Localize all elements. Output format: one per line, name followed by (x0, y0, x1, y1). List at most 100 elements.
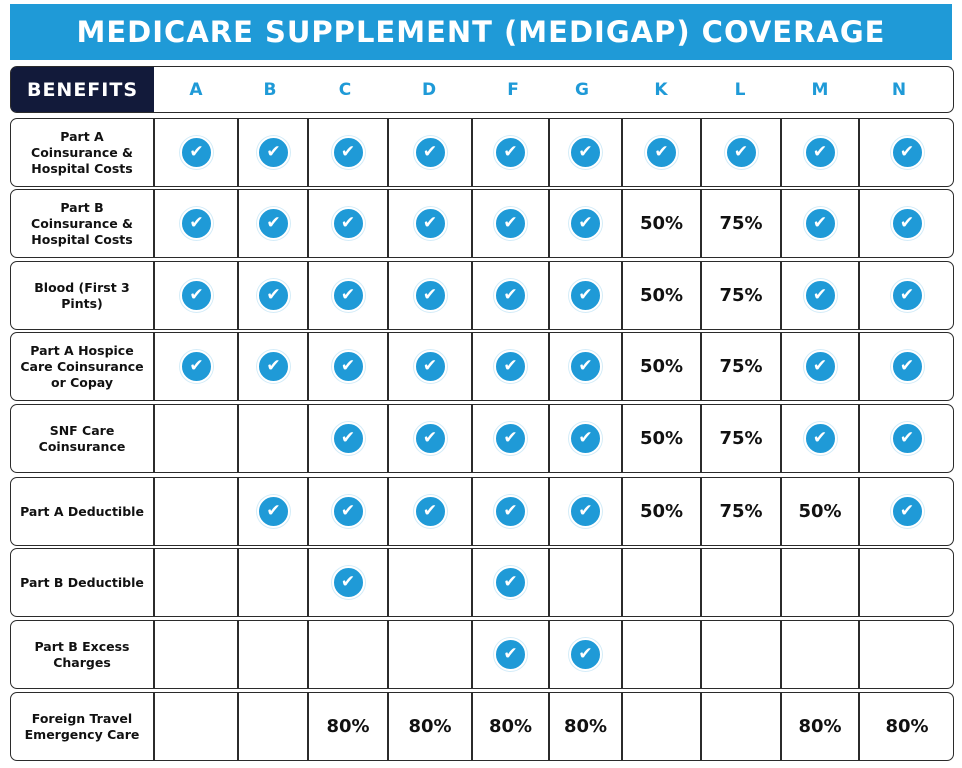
check-circle-icon: ✔ (494, 350, 527, 383)
column-divider (153, 333, 155, 400)
coverage-cell-g: ✔ (549, 119, 622, 186)
plan-header-c: C (338, 79, 352, 100)
check-circle-icon: ✔ (890, 279, 924, 312)
check-circle-icon: ✔ (890, 207, 924, 240)
plan-header-a: A (189, 79, 203, 100)
coverage-cell-c (308, 621, 388, 688)
column-divider (237, 621, 239, 688)
coverage-cell-m (781, 621, 859, 688)
column-divider (548, 190, 550, 257)
coverage-cell-c: ✔ (308, 549, 388, 616)
check-circle-icon: ✔ (569, 207, 602, 240)
column-divider (700, 549, 702, 616)
coverage-cell-l: 75% (701, 262, 781, 329)
column-divider (700, 262, 702, 329)
plan-header-l: L (734, 79, 746, 100)
check-circle-icon: ✔ (803, 350, 837, 383)
column-divider (700, 621, 702, 688)
coverage-cell-k (622, 693, 701, 760)
coverage-cell-n: 80% (859, 693, 955, 760)
coverage-cell-d (388, 549, 472, 616)
coverage-cell-c: ✔ (308, 262, 388, 329)
column-divider (780, 405, 782, 472)
column-divider (700, 119, 702, 186)
column-divider (621, 478, 623, 545)
check-circle-icon: ✔ (890, 136, 924, 169)
check-circle-icon: ✔ (494, 136, 527, 169)
column-divider (387, 549, 389, 616)
check-circle-icon: ✔ (180, 279, 213, 312)
check-circle-icon: ✔ (413, 279, 447, 312)
column-divider (780, 262, 782, 329)
coverage-cell-a: ✔ (154, 190, 239, 257)
coverage-cell-b (239, 693, 308, 760)
check-circle-icon: ✔ (494, 422, 527, 455)
coverage-cell-b (239, 549, 308, 616)
coverage-cell-l (701, 621, 781, 688)
column-divider (307, 478, 309, 545)
benefit-label: Part A Coinsurance & Hospital Costs (31, 128, 133, 176)
column-divider (780, 119, 782, 186)
check-circle-icon: ✔ (569, 350, 602, 383)
check-circle-icon: ✔ (803, 422, 837, 455)
column-divider (471, 693, 473, 760)
column-divider (700, 478, 702, 545)
column-divider (471, 405, 473, 472)
coverage-cell-n: ✔ (859, 262, 955, 329)
table-row: Part A Hospice Care Coinsurance or Copay… (10, 332, 954, 401)
column-divider (780, 549, 782, 616)
column-divider (153, 119, 155, 186)
column-divider (621, 405, 623, 472)
column-divider (153, 478, 155, 545)
coverage-cell-b (239, 621, 308, 688)
table-row: Part A Coinsurance & Hospital Costs ✔ ✔ ✔ ✔ ✔… (10, 118, 954, 187)
coverage-cell-g: ✔ (549, 190, 622, 257)
coverage-percent: 50% (639, 285, 684, 306)
check-circle-icon: ✔ (257, 207, 290, 240)
coverage-cell-g: ✔ (549, 621, 622, 688)
coverage-percent: 50% (639, 213, 684, 234)
column-divider (307, 333, 309, 400)
coverage-cell-l: 75% (701, 190, 781, 257)
benefit-label: Part B Coinsurance & Hospital Costs (31, 199, 133, 247)
coverage-cell-f: ✔ (472, 190, 549, 257)
column-divider (471, 262, 473, 329)
column-divider (621, 190, 623, 257)
column-divider (471, 119, 473, 186)
column-divider (780, 190, 782, 257)
column-divider (700, 190, 702, 257)
column-divider (307, 621, 309, 688)
coverage-cell-l: ✔ (701, 119, 781, 186)
coverage-cell-l (701, 549, 781, 616)
column-divider (307, 693, 309, 760)
check-circle-icon: ✔ (569, 495, 602, 528)
table-header: BENEFITS A B C D F G K L M N (10, 66, 954, 113)
column-divider (621, 693, 623, 760)
coverage-cell-a (154, 405, 239, 472)
coverage-cell-a (154, 693, 239, 760)
coverage-cell-m: 80% (781, 693, 859, 760)
column-divider (548, 119, 550, 186)
plan-header-k: K (654, 79, 668, 100)
column-divider (307, 119, 309, 186)
column-divider (548, 621, 550, 688)
coverage-cell-n: ✔ (859, 478, 955, 545)
coverage-cell-b: ✔ (239, 190, 308, 257)
column-divider (780, 333, 782, 400)
check-circle-icon: ✔ (257, 136, 290, 169)
check-circle-icon: ✔ (413, 350, 447, 383)
column-divider (700, 693, 702, 760)
benefit-label: Blood (First 3 Pints) (34, 279, 130, 311)
check-circle-icon: ✔ (803, 136, 837, 169)
coverage-cell-m: ✔ (781, 262, 859, 329)
plan-header-n: N (891, 79, 907, 100)
column-divider (548, 693, 550, 760)
coverage-cell-a: ✔ (154, 262, 239, 329)
coverage-percent: 80% (563, 716, 608, 737)
check-circle-icon: ✔ (645, 136, 678, 169)
coverage-cell-k: 50% (622, 405, 701, 472)
coverage-percent: 50% (798, 501, 842, 522)
coverage-cell-a (154, 478, 239, 545)
coverage-percent: 80% (488, 716, 533, 737)
column-divider (621, 119, 623, 186)
